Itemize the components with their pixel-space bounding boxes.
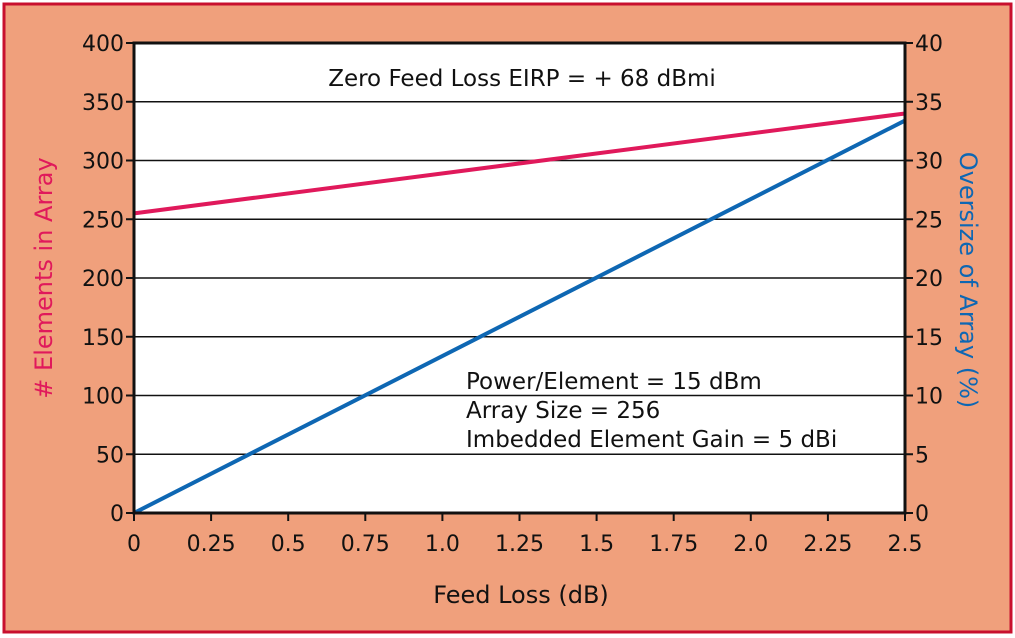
x-tick-label: 1.5 bbox=[579, 532, 614, 557]
y-left-tick-label: 400 bbox=[82, 32, 124, 57]
y-right-tick-label: 30 bbox=[915, 150, 943, 175]
y-right-tick-label: 40 bbox=[915, 32, 943, 57]
y-right-axis-ticks: 0 5 10 15 20 25 30 35 40 bbox=[905, 32, 943, 527]
x-tick-label: 2.0 bbox=[733, 532, 768, 557]
y-left-tick-label: 150 bbox=[82, 326, 124, 351]
y-right-axis-title: Oversize of Array (%) bbox=[954, 152, 982, 408]
series-layer bbox=[133, 111, 906, 515]
y-right-tick-label: 5 bbox=[915, 443, 929, 468]
x-tick-label: 0 bbox=[127, 532, 141, 557]
y-left-axis-title: # Elements in Array bbox=[30, 157, 58, 398]
y-right-tick-label: 10 bbox=[915, 385, 943, 410]
y-right-tick-label: 25 bbox=[915, 208, 943, 233]
y-left-axis-ticks: 0 50 100 150 200 250 300 350 400 bbox=[82, 32, 134, 527]
y-left-tick-label: 200 bbox=[82, 267, 124, 292]
series-line-elements bbox=[133, 111, 906, 216]
x-tick-label: 1.75 bbox=[649, 532, 698, 557]
y-right-tick-label: 35 bbox=[915, 91, 943, 116]
grid bbox=[134, 42, 905, 514]
series-line-oversize bbox=[133, 118, 906, 515]
y-left-tick-label: 50 bbox=[96, 443, 124, 468]
y-left-tick-label: 250 bbox=[82, 208, 124, 233]
x-axis-title: Feed Loss (dB) bbox=[433, 581, 609, 609]
y-left-tick-label: 350 bbox=[82, 91, 124, 116]
x-tick-label: 0.75 bbox=[341, 532, 390, 557]
annotation-element-gain: Imbedded Element Gain = 5 dBi bbox=[466, 427, 837, 453]
y-right-tick-label: 20 bbox=[915, 267, 943, 292]
annotation-power: Power/Element = 15 dBm bbox=[466, 369, 762, 395]
annotation-eirp: Zero Feed Loss EIRP = + 68 dBmi bbox=[328, 66, 716, 92]
y-left-tick-label: 0 bbox=[110, 502, 124, 527]
x-tick-label: 0.5 bbox=[271, 532, 306, 557]
y-right-tick-label: 0 bbox=[915, 502, 929, 527]
x-tick-label: 0.25 bbox=[187, 532, 236, 557]
x-axis-ticks: 0 0.25 0.5 0.75 1.0 1.25 1.5 1.75 2.0 2.25 2.5 bbox=[127, 513, 923, 557]
x-tick-label: 1.0 bbox=[425, 532, 460, 557]
x-tick-label: 2.5 bbox=[888, 532, 923, 557]
y-right-tick-label: 15 bbox=[915, 326, 943, 351]
x-tick-label: 1.25 bbox=[495, 532, 544, 557]
annotation-array-size: Array Size = 256 bbox=[466, 398, 660, 424]
y-left-tick-label: 300 bbox=[82, 150, 124, 175]
x-tick-label: 2.25 bbox=[803, 532, 852, 557]
y-left-tick-label: 100 bbox=[82, 385, 124, 410]
